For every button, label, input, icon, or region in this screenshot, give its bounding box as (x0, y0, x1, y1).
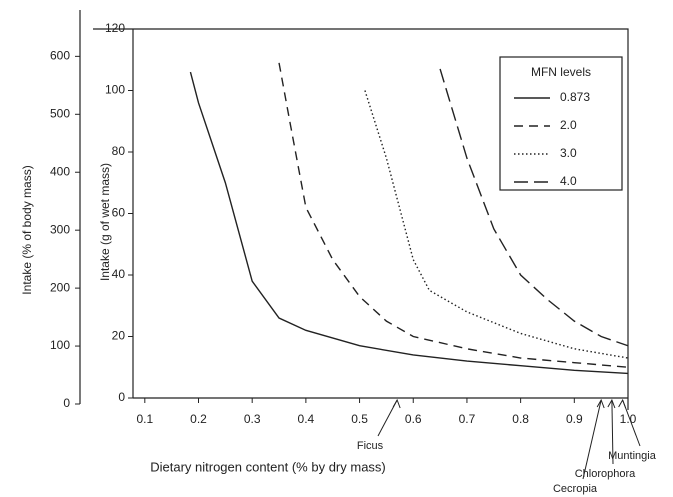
annotation-arrow (582, 399, 602, 480)
annotation-label: Chlorophora (575, 468, 636, 480)
annotation-label: Ficus (357, 440, 384, 452)
y-tick-label: 20 (112, 329, 126, 343)
arrow-head (392, 398, 401, 409)
x-tick-label: 0.2 (190, 412, 207, 426)
y-tick-label: 60 (112, 206, 126, 220)
y2-tick-label: 0 (63, 396, 70, 410)
y2-tick-label: 300 (50, 222, 70, 236)
legend-label: 0.873 (560, 90, 590, 104)
x-axis-title: Dietary nitrogen content (% by dry mass) (150, 459, 386, 474)
legend-label: 2.0 (560, 118, 577, 132)
y2-tick-label: 400 (50, 164, 70, 178)
series-line (189, 71, 629, 375)
x-tick-label: 0.6 (405, 412, 422, 426)
x-tick-label: 0.8 (512, 412, 529, 426)
y-tick-label: 40 (112, 267, 126, 281)
legend-box (499, 56, 623, 191)
arrow-head (596, 398, 605, 409)
arrow-head (618, 398, 627, 409)
y-axis-title: Intake (g of wet mass) (98, 163, 112, 281)
series-line (439, 68, 629, 347)
y-tick-label: 120 (105, 21, 125, 35)
annotation-label: Muntingia (608, 450, 657, 462)
x-tick-label: 0.3 (244, 412, 261, 426)
series-line (364, 90, 629, 359)
legend-label: 4.0 (560, 174, 577, 188)
y-tick-label: 100 (105, 83, 125, 97)
y2-tick-label: 500 (50, 106, 70, 120)
annotation-label: Cecropia (553, 483, 598, 495)
y-tick-label: 0 (118, 390, 125, 404)
x-tick-label: 0.9 (566, 412, 583, 426)
x-tick-label: 0.1 (136, 412, 153, 426)
y-tick-label: 80 (112, 144, 126, 158)
annotation-arrow (611, 399, 614, 465)
legend-title: MFN levels (531, 65, 591, 79)
y2-axis-title: Intake (% of body mass) (20, 165, 34, 294)
legend-label: 3.0 (560, 146, 577, 160)
series-line (278, 62, 629, 368)
arrow-head (607, 398, 616, 409)
x-tick-label: 0.4 (298, 412, 315, 426)
y2-tick-label: 200 (50, 280, 70, 294)
y2-tick-label: 100 (50, 338, 70, 352)
y2-tick-label: 600 (50, 49, 70, 63)
x-tick-label: 0.5 (351, 412, 368, 426)
x-tick-label: 0.7 (459, 412, 476, 426)
x-tick-label: 1.0 (620, 412, 637, 426)
